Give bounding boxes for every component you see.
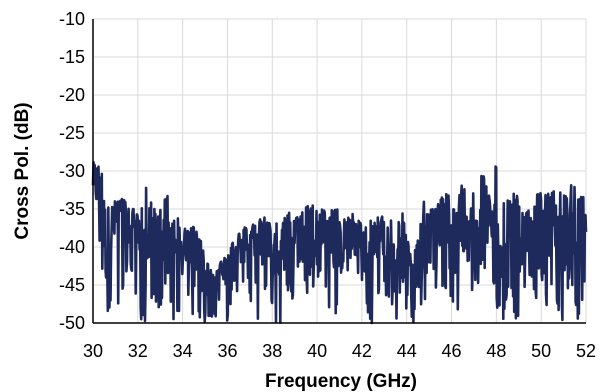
x-tick-label: 52 xyxy=(576,341,596,361)
y-tick-label: -15 xyxy=(59,47,85,67)
x-tick-label: 42 xyxy=(352,341,372,361)
x-axis-title: Frequency (GHz) xyxy=(265,371,417,392)
x-tick-label: 40 xyxy=(307,341,327,361)
x-tick-label: 30 xyxy=(83,341,103,361)
x-tick-label: 48 xyxy=(486,341,506,361)
series-group xyxy=(91,160,588,325)
y-tick-label: -10 xyxy=(59,9,85,29)
y-tick-label: -30 xyxy=(59,161,85,181)
y-tick-label: -40 xyxy=(59,237,85,257)
y-tick-labels: -10 -15 -20 -25 -30 -35 -40 -45 -50 xyxy=(59,9,85,333)
x-tick-label: 36 xyxy=(217,341,237,361)
x-tick-label: 46 xyxy=(442,341,462,361)
x-tick-labels: 30 32 34 36 38 40 42 44 46 48 50 52 xyxy=(83,341,596,361)
y-axis-title: Cross Pol. (dB) xyxy=(12,102,33,239)
y-tick-label: -35 xyxy=(59,199,85,219)
x-tick-label: 38 xyxy=(262,341,282,361)
y-tick-label: -20 xyxy=(59,85,85,105)
y-tick-label: -50 xyxy=(59,313,85,333)
x-tick-label: 50 xyxy=(531,341,551,361)
x-tick-label: 32 xyxy=(128,341,148,361)
y-tick-label: -45 xyxy=(59,275,85,295)
axes xyxy=(92,19,586,324)
x-tick-label: 34 xyxy=(173,341,193,361)
x-tick-label: 44 xyxy=(397,341,417,361)
series-line-0 xyxy=(91,160,588,325)
y-tick-label: -25 xyxy=(59,123,85,143)
